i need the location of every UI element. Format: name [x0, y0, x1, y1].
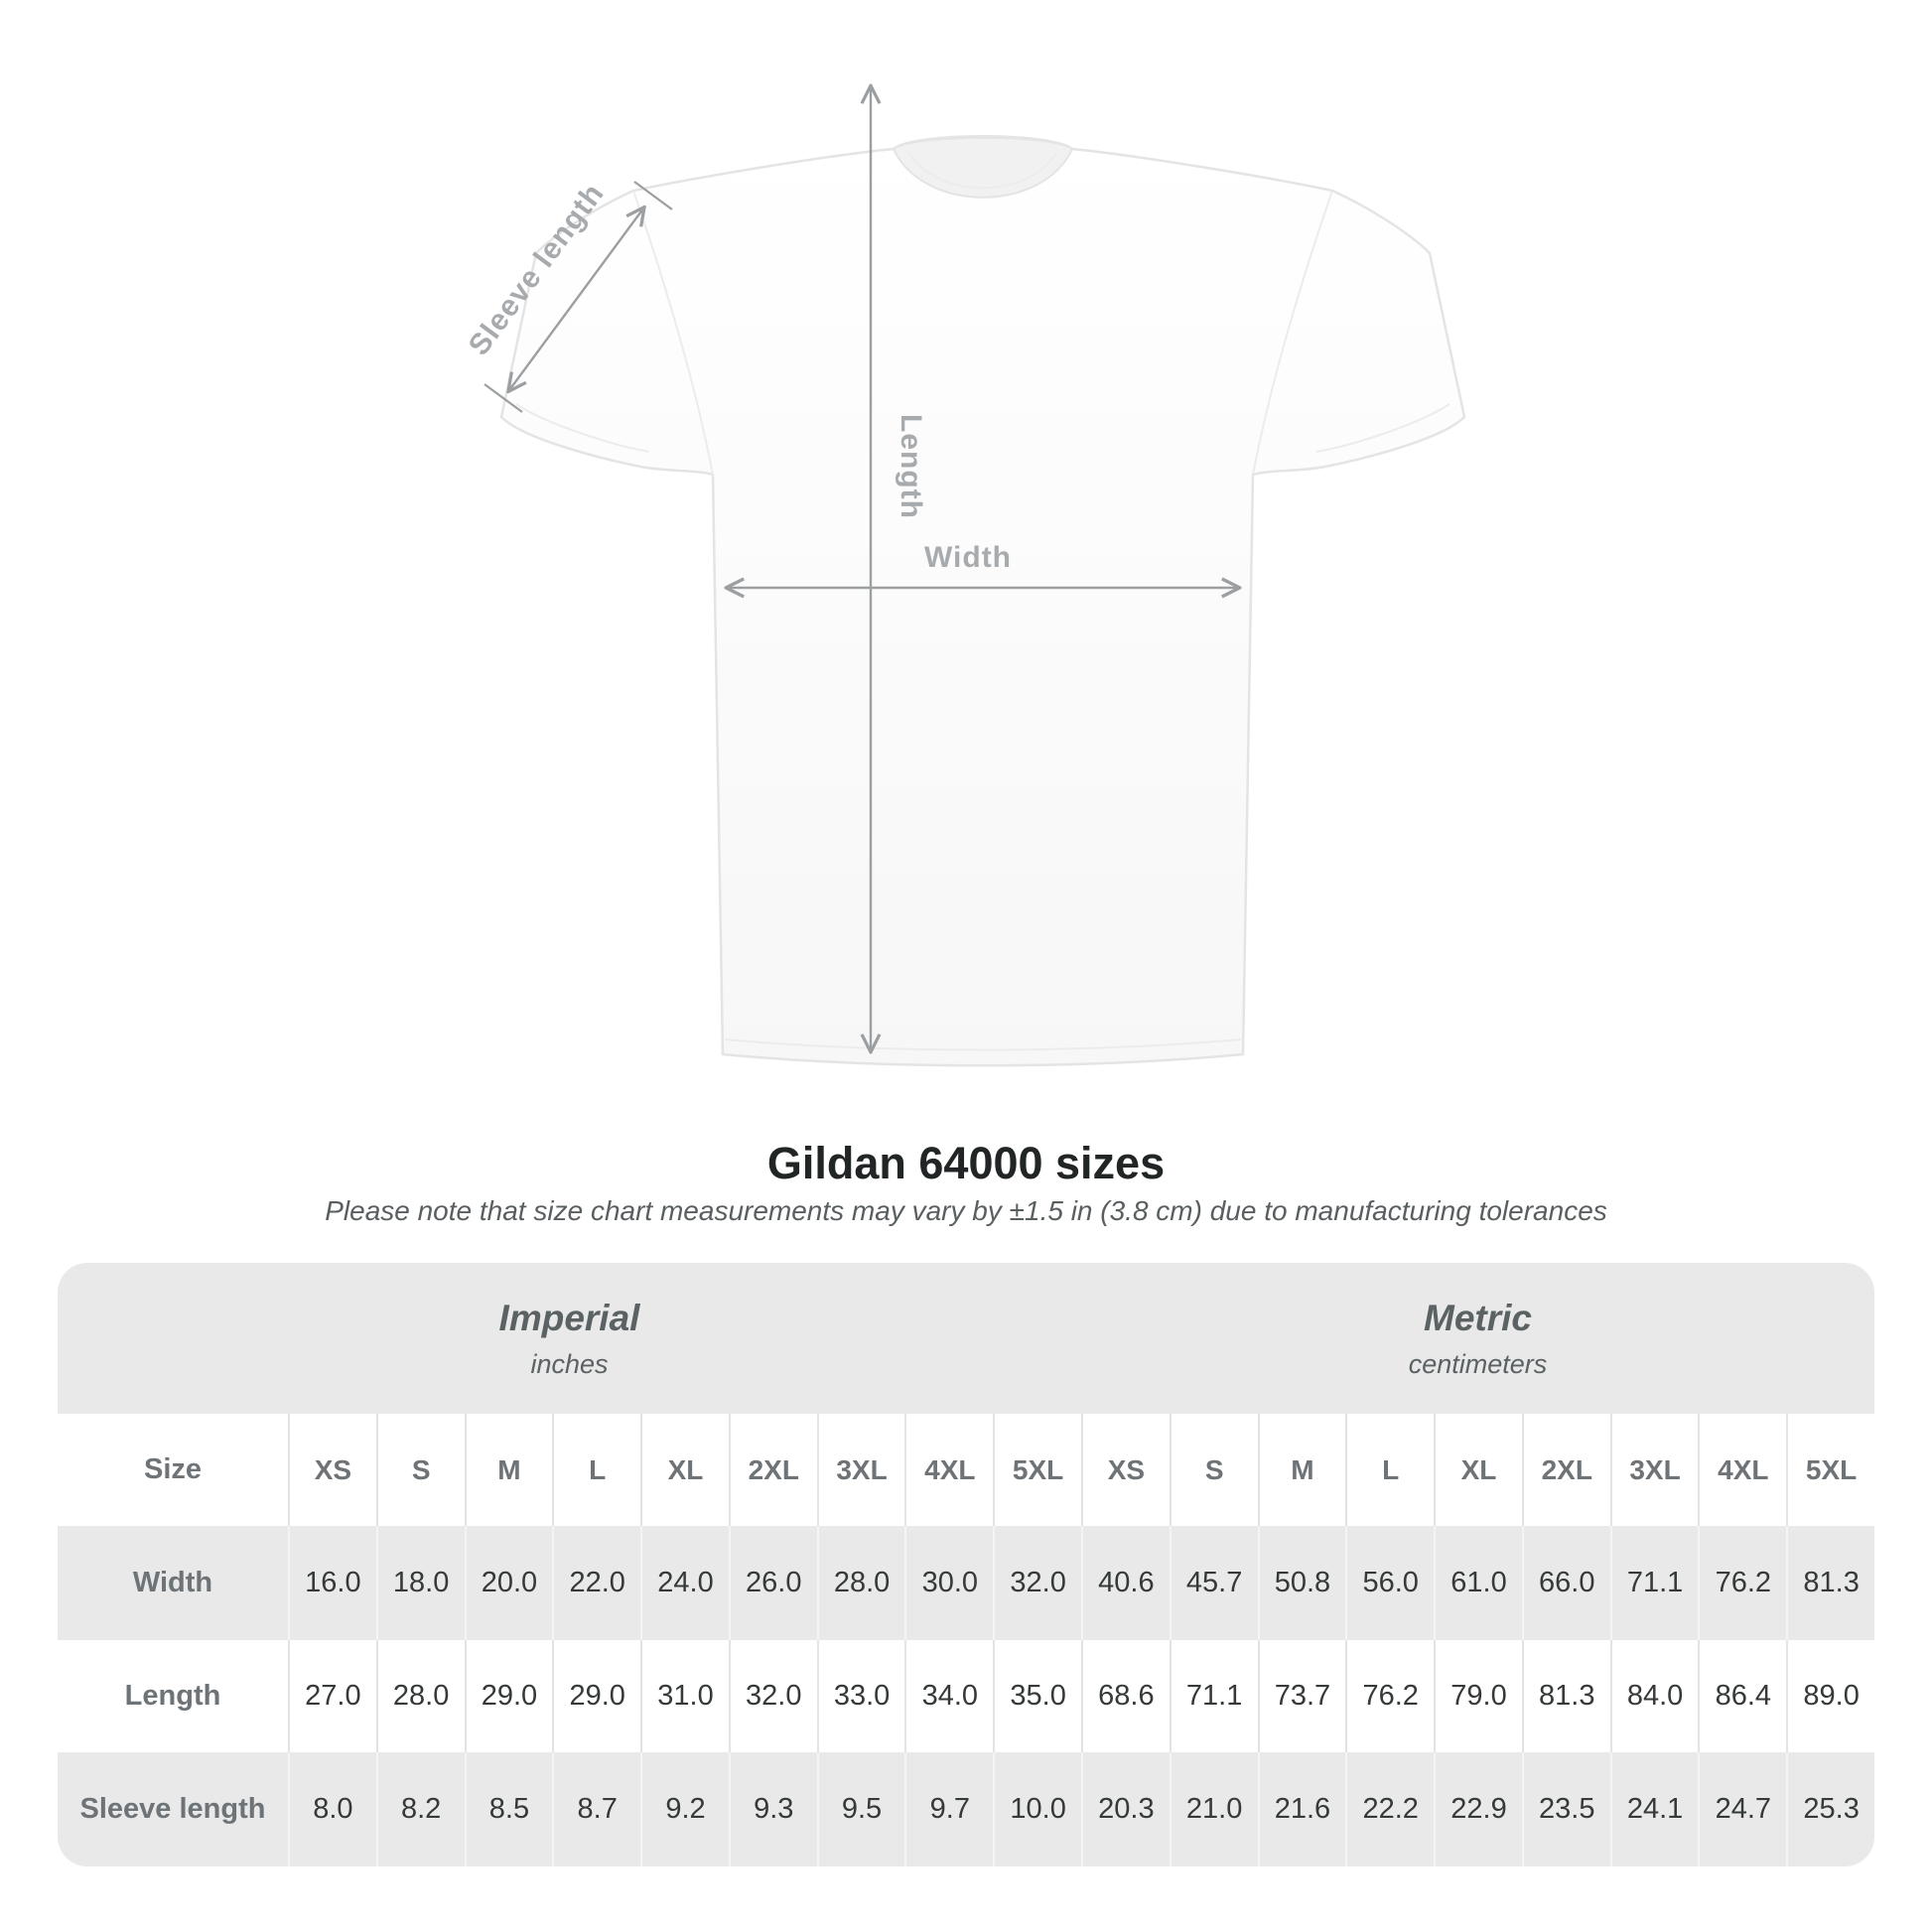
- size-column-header: S: [375, 1414, 465, 1526]
- table-cell: 18.0: [375, 1526, 465, 1640]
- table-cell: 25.3: [1786, 1752, 1874, 1866]
- table-row-width: Width 16.0 18.0 20.0 22.0 24.0 26.0 28.0…: [58, 1526, 1874, 1640]
- table-cell: 24.0: [640, 1526, 729, 1640]
- size-column-header: 4XL: [904, 1414, 993, 1526]
- table-cell: 28.0: [375, 1640, 465, 1752]
- table-cell: 29.0: [464, 1640, 553, 1752]
- size-header: Size: [143, 1453, 203, 1485]
- width-measure-arrow: Width: [728, 541, 1238, 588]
- table-cell: 89.0: [1786, 1640, 1874, 1752]
- size-column-header: XL: [640, 1414, 729, 1526]
- table-cell: 8.7: [552, 1752, 640, 1866]
- size-column-header: 5XL: [993, 1414, 1081, 1526]
- imperial-label: Imperial: [498, 1297, 640, 1338]
- tolerance-note: Please note that size chart measurements…: [325, 1195, 1607, 1226]
- table-cell: 22.9: [1434, 1752, 1522, 1866]
- row-label: Sleeve length: [79, 1793, 266, 1825]
- table-cell: 50.8: [1257, 1526, 1346, 1640]
- table-cell: 24.7: [1698, 1752, 1786, 1866]
- table-cell: 61.0: [1434, 1526, 1522, 1640]
- size-column-header: 3XL: [816, 1414, 905, 1526]
- size-column-header: L: [1345, 1414, 1434, 1526]
- length-measure-arrow: Length: [871, 87, 927, 1050]
- table-cell: 21.6: [1257, 1752, 1346, 1866]
- size-column-header: 4XL: [1698, 1414, 1786, 1526]
- table-cell: 35.0: [993, 1640, 1081, 1752]
- table-cell: 8.2: [375, 1752, 465, 1866]
- table-cell: 32.0: [993, 1526, 1081, 1640]
- size-column-header: S: [1169, 1414, 1258, 1526]
- table-cell: 34.0: [904, 1640, 993, 1752]
- table-cell: 28.0: [816, 1526, 905, 1640]
- table-cell: 79.0: [1434, 1640, 1522, 1752]
- table-cell: 30.0: [904, 1526, 993, 1640]
- table-cell: 73.7: [1257, 1640, 1346, 1752]
- width-label: Width: [924, 541, 1012, 574]
- table-cell: 8.0: [288, 1752, 376, 1866]
- size-column-header: M: [464, 1414, 553, 1526]
- size-column-header: 2XL: [728, 1414, 817, 1526]
- row-label: Length: [124, 1680, 221, 1712]
- table-cell: 22.2: [1345, 1752, 1434, 1866]
- size-column-header: L: [552, 1414, 640, 1526]
- table-cell: 86.4: [1698, 1640, 1786, 1752]
- metric-unit: centimeters: [1408, 1348, 1548, 1379]
- table-cell: 9.7: [904, 1752, 993, 1866]
- size-table: Imperial inches Metric centimeters Size …: [58, 1263, 1874, 1866]
- metric-label: Metric: [1424, 1297, 1532, 1338]
- length-label: Length: [895, 414, 927, 519]
- size-header-row: Size XS S M L XL 2XL 3XL 4XL 5XL XS S M …: [58, 1414, 1874, 1526]
- table-cell: 76.2: [1698, 1526, 1786, 1640]
- table-cell: 40.6: [1081, 1526, 1170, 1640]
- table-cell: 45.7: [1169, 1526, 1258, 1640]
- table-cell: 26.0: [728, 1526, 817, 1640]
- table-cell: 32.0: [728, 1640, 817, 1752]
- metric-group-header: Metric centimeters: [1081, 1298, 1874, 1380]
- imperial-group-header: Imperial inches: [58, 1298, 1081, 1380]
- size-column-header: 3XL: [1609, 1414, 1699, 1526]
- size-column-header: M: [1257, 1414, 1346, 1526]
- size-column-header: XS: [1081, 1414, 1170, 1526]
- table-row-length: Length 27.0 28.0 29.0 29.0 31.0 32.0 33.…: [58, 1640, 1874, 1752]
- table-cell: 71.1: [1609, 1526, 1699, 1640]
- table-cell: 66.0: [1521, 1526, 1610, 1640]
- size-column-header: 2XL: [1521, 1414, 1610, 1526]
- table-cell: 24.1: [1609, 1752, 1699, 1866]
- table-cell: 20.0: [464, 1526, 553, 1640]
- table-cell: 10.0: [993, 1752, 1081, 1866]
- table-cell: 81.3: [1521, 1640, 1610, 1752]
- table-cell: 22.0: [552, 1526, 640, 1640]
- table-cell: 16.0: [288, 1526, 376, 1640]
- table-cell: 33.0: [816, 1640, 905, 1752]
- table-cell: 27.0: [288, 1640, 376, 1752]
- table-cell: 76.2: [1345, 1640, 1434, 1752]
- table-cell: 68.6: [1081, 1640, 1170, 1752]
- table-cell: 29.0: [552, 1640, 640, 1752]
- table-cell: 21.0: [1169, 1752, 1258, 1866]
- page-title: Gildan 64000 sizes: [766, 1138, 1166, 1188]
- table-cell: 9.3: [728, 1752, 817, 1866]
- table-cell: 31.0: [640, 1640, 729, 1752]
- table-cell: 81.3: [1786, 1526, 1874, 1640]
- table-cell: 9.5: [816, 1752, 905, 1866]
- table-cell: 9.2: [640, 1752, 729, 1866]
- size-column-header: XS: [288, 1414, 376, 1526]
- table-cell: 84.0: [1609, 1640, 1699, 1752]
- table-row-sleeve-length: Sleeve length 8.0 8.2 8.5 8.7 9.2 9.3 9.…: [58, 1752, 1874, 1866]
- table-group-header-row: Imperial inches Metric centimeters: [58, 1263, 1874, 1414]
- table-cell: 8.5: [464, 1752, 553, 1866]
- tshirt-measurement-diagram: Length Width Sleeve length: [463, 55, 1466, 1067]
- row-label: Width: [132, 1567, 213, 1598]
- table-cell: 56.0: [1345, 1526, 1434, 1640]
- table-cell: 20.3: [1081, 1752, 1170, 1866]
- size-column-header: XL: [1434, 1414, 1522, 1526]
- table-cell: 23.5: [1521, 1752, 1610, 1866]
- table-cell: 71.1: [1169, 1640, 1258, 1752]
- imperial-unit: inches: [530, 1348, 609, 1379]
- size-column-header: 5XL: [1786, 1414, 1874, 1526]
- tshirt-image: [499, 135, 1466, 1067]
